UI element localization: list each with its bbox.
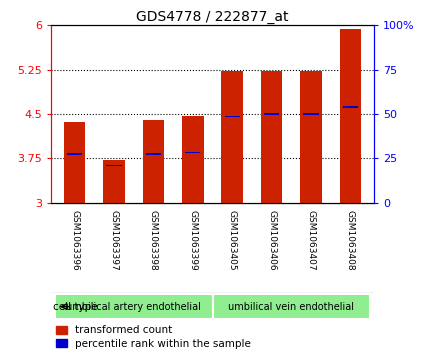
Text: GSM1063407: GSM1063407 xyxy=(306,210,315,270)
FancyBboxPatch shape xyxy=(55,294,212,319)
Bar xyxy=(224,115,240,117)
Bar xyxy=(303,113,319,115)
Text: GSM1063398: GSM1063398 xyxy=(149,210,158,271)
Text: GSM1063405: GSM1063405 xyxy=(228,210,237,270)
Legend: transformed count, percentile rank within the sample: transformed count, percentile rank withi… xyxy=(56,326,251,348)
Bar xyxy=(67,153,82,155)
Bar xyxy=(221,72,243,203)
Title: GDS4778 / 222877_at: GDS4778 / 222877_at xyxy=(136,11,289,24)
Bar xyxy=(106,164,122,166)
Bar xyxy=(343,106,358,108)
Bar xyxy=(261,72,283,203)
Text: GSM1063406: GSM1063406 xyxy=(267,210,276,270)
Bar xyxy=(264,113,279,115)
Bar xyxy=(300,72,322,203)
Text: umbilical artery endothelial: umbilical artery endothelial xyxy=(66,302,201,311)
Bar xyxy=(142,120,164,203)
Bar xyxy=(64,122,85,203)
Bar xyxy=(146,153,161,155)
Text: GSM1063399: GSM1063399 xyxy=(188,210,197,271)
Bar xyxy=(182,117,204,203)
Text: umbilical vein endothelial: umbilical vein endothelial xyxy=(228,302,354,311)
Text: GSM1063408: GSM1063408 xyxy=(346,210,355,270)
Text: GSM1063396: GSM1063396 xyxy=(70,210,79,271)
Bar xyxy=(185,152,201,153)
FancyBboxPatch shape xyxy=(212,294,370,319)
Text: cell type: cell type xyxy=(53,302,97,311)
Bar xyxy=(340,29,361,203)
Text: GSM1063397: GSM1063397 xyxy=(110,210,119,271)
Bar xyxy=(103,160,125,203)
